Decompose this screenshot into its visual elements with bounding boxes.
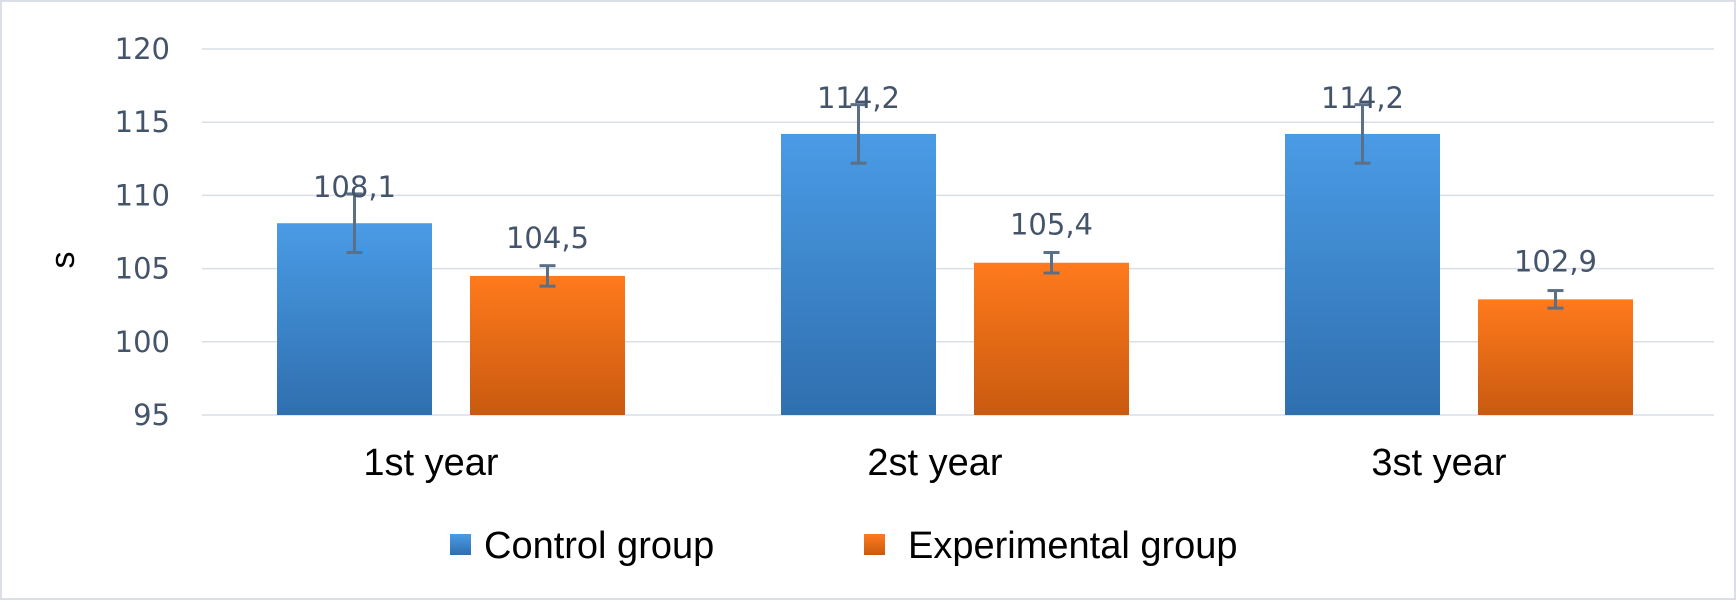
bars — [277, 133, 1633, 416]
error-bar — [1547, 289, 1564, 310]
bar-experimental-1 — [470, 275, 625, 415]
y-tick-label: 105 — [115, 252, 170, 286]
error-bar — [1043, 250, 1060, 275]
bar-control-1 — [277, 223, 432, 415]
bar-control-3 — [1285, 133, 1440, 416]
data-label: 102,9 — [1514, 244, 1597, 278]
legend-swatch — [450, 534, 471, 555]
y-tick-label: 120 — [115, 32, 170, 66]
y-tick-label: 95 — [133, 398, 170, 432]
x-axis-categories: 1st year 2st year 3st year — [363, 442, 1507, 484]
data-label: 114,2 — [817, 81, 900, 115]
x-category-label: 3st year — [1371, 442, 1507, 484]
y-axis-title: s — [44, 252, 82, 269]
bar-experimental-3 — [1478, 299, 1633, 415]
error-bar — [346, 192, 363, 254]
error-bars — [346, 103, 1564, 310]
legend-item-experimental: Experimental group — [864, 525, 1238, 567]
legend-label: Control group — [484, 525, 714, 567]
legend-item-control: Control group — [450, 525, 714, 567]
gridlines — [202, 48, 1714, 416]
legend-label: Experimental group — [908, 525, 1238, 567]
x-category-label: 2st year — [867, 442, 1003, 484]
y-tick-label: 115 — [115, 105, 170, 139]
x-category-label: 1st year — [363, 442, 499, 484]
error-bar — [850, 103, 867, 165]
legend: Control group Experimental group — [450, 525, 1238, 567]
data-label: 114,2 — [1321, 81, 1404, 115]
data-label: 108,1 — [313, 170, 396, 204]
y-tick-label: 100 — [115, 325, 170, 359]
data-labels: 108,1 104,5 114,2 105,4 114,2 102,9 — [313, 81, 1597, 278]
y-tick-label: 110 — [115, 178, 170, 212]
y-axis-ticks: 95 100 105 110 115 120 — [115, 32, 170, 432]
data-label: 104,5 — [506, 221, 589, 255]
bar-experimental-2 — [974, 262, 1129, 415]
error-bar — [539, 264, 556, 288]
error-bar — [1354, 103, 1371, 165]
bar-control-2 — [781, 133, 936, 416]
data-label: 105,4 — [1010, 208, 1093, 242]
legend-swatch — [864, 534, 885, 555]
